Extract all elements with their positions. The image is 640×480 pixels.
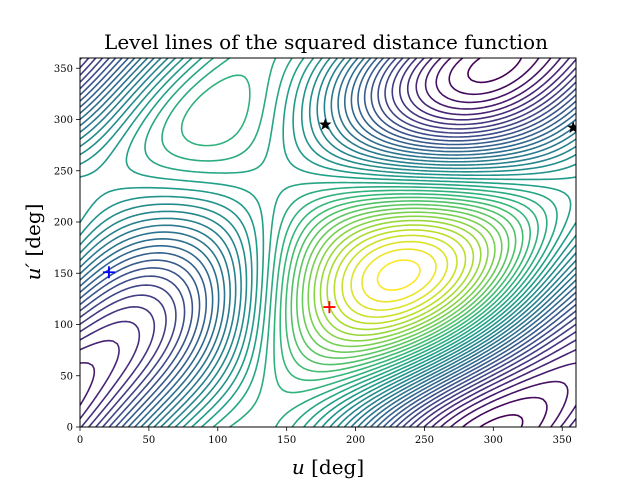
contour-level <box>80 58 576 427</box>
contour-level <box>161 58 548 427</box>
x-tick-label: 150 <box>277 435 296 446</box>
x-tick-label: 50 <box>143 435 156 446</box>
y-tick-label: 0 <box>67 423 73 434</box>
contour-level <box>448 58 548 427</box>
x-tick-label: 0 <box>77 435 83 446</box>
critical-point-markers <box>102 118 576 314</box>
contour-level <box>319 219 482 336</box>
contour-level <box>80 58 576 427</box>
contour-level <box>80 58 576 427</box>
contour-level <box>80 58 576 427</box>
contour-level <box>284 196 524 373</box>
y-tick-label: 200 <box>54 218 73 229</box>
contour-level <box>80 58 576 427</box>
contour-level <box>376 259 421 291</box>
marker-saddle-2 <box>567 121 576 133</box>
contour-level <box>80 58 576 427</box>
contour-lines <box>80 58 576 427</box>
plot-frame <box>79 57 577 428</box>
x-tick-label: 250 <box>415 435 434 446</box>
contour-level <box>125 58 572 427</box>
y-tick-label: 250 <box>54 166 73 177</box>
contour-level <box>326 224 475 331</box>
x-tick-label: 300 <box>484 435 503 446</box>
contour-level <box>435 58 569 427</box>
contour-level <box>341 234 458 318</box>
y-tick-label: 150 <box>54 269 73 280</box>
x-axis-label: u [deg] <box>292 455 364 479</box>
marker-saddle-1 <box>319 118 332 130</box>
contour-level <box>80 58 576 427</box>
x-tick-label: 100 <box>208 435 227 446</box>
contour-level <box>313 215 489 342</box>
x-axis-ticks: 0 50 100 150 200 250 300 350 <box>77 427 572 446</box>
y-tick-label: 300 <box>54 115 73 126</box>
contour-level <box>80 58 576 427</box>
contour-level <box>80 58 576 427</box>
x-tick-label: 200 <box>346 435 365 446</box>
y-axis-ticks: 0 50 100 150 200 250 300 350 <box>54 64 80 434</box>
marker-minimum <box>102 266 115 279</box>
contour-level <box>80 58 576 427</box>
contour-level <box>80 58 576 427</box>
contour-level <box>350 240 449 311</box>
contour-level <box>144 58 558 427</box>
contour-level <box>80 58 576 427</box>
contour-level <box>80 58 576 427</box>
contour-level <box>290 200 517 366</box>
contour-level <box>80 58 576 427</box>
contour-level <box>180 74 539 394</box>
y-tick-label: 50 <box>60 371 73 382</box>
contour-level <box>279 193 532 382</box>
contour-level <box>301 207 503 353</box>
contour-level <box>333 229 467 325</box>
contour-level <box>307 211 496 348</box>
contour-level <box>80 58 576 427</box>
y-tick-label: 100 <box>54 320 73 331</box>
contour-level <box>361 248 437 303</box>
y-tick-label: 350 <box>54 64 73 75</box>
x-tick-label: 350 <box>553 435 572 446</box>
y-axis-label: u′ [deg] <box>21 204 45 281</box>
marker-maximum <box>323 301 336 314</box>
chart-title: Level lines of the squared distance func… <box>104 30 548 54</box>
contour-level <box>296 203 510 359</box>
